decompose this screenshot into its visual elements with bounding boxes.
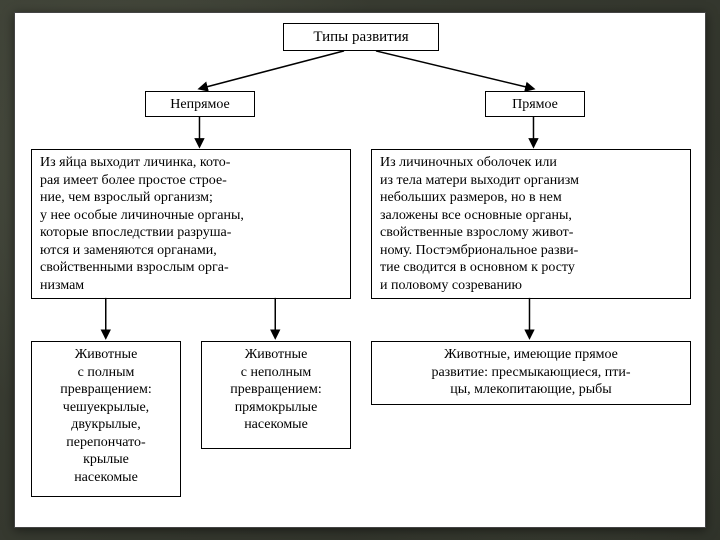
node-root: Типы развития <box>283 23 439 51</box>
diagram-stage: Типы развития Непрямое Прямое Из яйца вы… <box>25 21 695 519</box>
node-right-sub: Животные, имеющие прямоеразвитие: пресмы… <box>371 341 691 405</box>
node-left: Непрямое <box>145 91 255 117</box>
node-right-desc: Из личиночных оболочек илииз тела матери… <box>371 149 691 299</box>
node-right: Прямое <box>485 91 585 117</box>
node-left-sub1: Животныес полнымпревращением:чешуекрылые… <box>31 341 181 497</box>
node-left-sub2: Животныес неполнымпревращением:прямокрыл… <box>201 341 351 449</box>
node-left-desc: Из яйца выходит личинка, кото-рая имеет … <box>31 149 351 299</box>
diagram-sheet: Типы развития Непрямое Прямое Из яйца вы… <box>14 12 706 528</box>
